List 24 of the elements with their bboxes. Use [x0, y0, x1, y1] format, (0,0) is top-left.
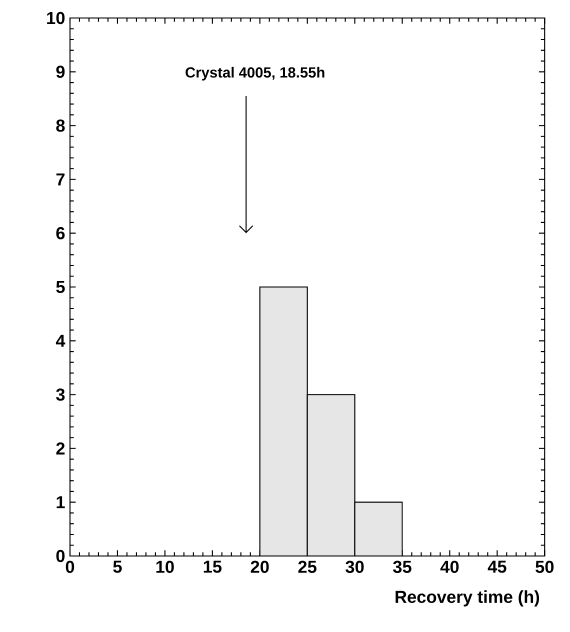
y-tick-label: 6	[56, 227, 65, 240]
x-tick-label: 5	[113, 560, 122, 573]
y-tick-label: 2	[56, 442, 65, 454]
x-axis-title: Recovery time (h)	[396, 590, 540, 606]
x-tick-label: 30	[346, 560, 364, 573]
x-tick-label: 35	[393, 560, 412, 573]
x-tick-label: 15	[204, 560, 222, 573]
x-tick-label: 45	[488, 560, 506, 573]
annotation: Crystal 4005, 18.55h	[186, 66, 324, 81]
y-tick-label: 0	[56, 550, 65, 562]
y-tick-label: 7	[56, 173, 65, 186]
y-tick-label: 5	[56, 280, 65, 294]
x-tick-label: 10	[156, 560, 174, 573]
x-tick-label: 20	[250, 560, 269, 573]
x-tick-label: 40	[440, 560, 459, 573]
x-tick-label: 25	[298, 560, 316, 573]
y-tick-label: 3	[56, 388, 65, 401]
y-tick-label: 10	[47, 12, 65, 24]
y-tick-label: 4	[56, 334, 66, 347]
x-tick-label: 50	[536, 560, 554, 573]
x-tick-label: 0	[66, 560, 74, 573]
y-tick-label: 1	[56, 496, 65, 508]
y-tick-label: 8	[56, 119, 65, 132]
y-tick-label: 9	[56, 66, 65, 78]
